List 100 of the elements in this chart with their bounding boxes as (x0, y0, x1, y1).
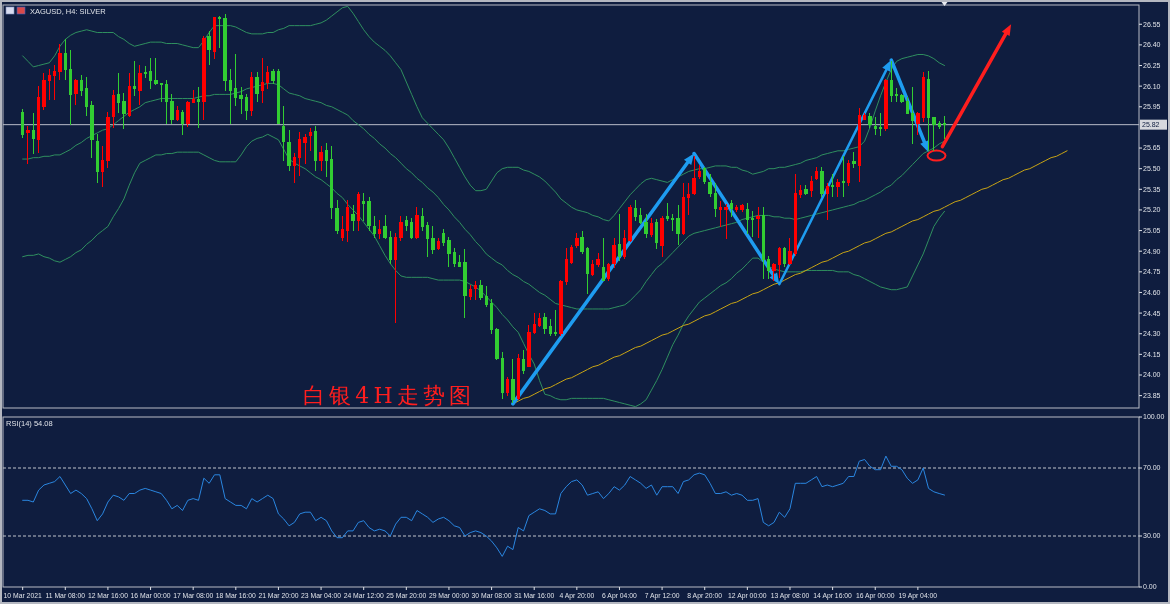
candlestick (772, 263, 776, 281)
candlestick (276, 69, 281, 124)
candlestick (553, 309, 558, 336)
candlestick (884, 78, 888, 131)
candlestick (729, 199, 734, 218)
candlestick (346, 199, 350, 243)
candlestick (287, 129, 291, 171)
candlestick (713, 183, 718, 218)
candlestick (292, 153, 297, 183)
candlestick (617, 213, 622, 262)
candlestick (356, 191, 361, 232)
candlestick (777, 246, 781, 278)
candlestick (319, 146, 323, 171)
candlestick (196, 87, 201, 128)
candlestick (894, 88, 899, 102)
candlestick (415, 206, 419, 240)
candlestick (175, 106, 179, 122)
candlestick (266, 66, 270, 90)
candlestick (804, 184, 808, 196)
candlestick (399, 216, 403, 241)
candlestick (116, 73, 121, 113)
candlestick (569, 245, 574, 265)
candlestick (809, 176, 813, 197)
candlestick (463, 249, 467, 318)
candlestick (820, 166, 824, 197)
candlestick (505, 377, 510, 397)
candlestick (745, 202, 750, 234)
candlestick (79, 74, 83, 97)
candlestick (409, 217, 414, 240)
candlestick (164, 80, 169, 124)
candlestick (36, 85, 41, 153)
candlestick (862, 113, 867, 120)
candlestick (138, 65, 142, 105)
candlestick (148, 58, 153, 90)
candlestick (521, 349, 526, 375)
candlestick (926, 70, 931, 152)
candlestick (388, 231, 393, 265)
candlestick (26, 125, 30, 164)
candlestick (378, 220, 382, 240)
candlestick (180, 110, 185, 135)
candlestick (95, 133, 99, 183)
candlestick (324, 143, 329, 178)
candlestick (468, 285, 472, 300)
candlestick (910, 87, 915, 145)
candlestick (857, 107, 861, 182)
candlestick (58, 44, 62, 80)
candlestick (878, 113, 883, 137)
candlestick (420, 208, 424, 232)
line-series (22, 82, 946, 310)
candlestick (383, 214, 387, 240)
candlestick (143, 66, 147, 79)
candlestick (330, 146, 334, 219)
candlestick (681, 183, 686, 236)
candlestick (106, 111, 110, 168)
candlestick (202, 36, 206, 120)
candlestick (697, 165, 702, 179)
candlestick (111, 89, 115, 128)
candlestick (228, 69, 233, 124)
candlestick (90, 100, 94, 159)
candlestick (31, 113, 35, 155)
candlestick (873, 117, 877, 135)
candlestick (830, 173, 835, 197)
candlestick (708, 173, 712, 197)
candlestick (585, 246, 590, 295)
candlestick (260, 58, 265, 104)
candlestick (537, 312, 542, 328)
candlestick (633, 199, 638, 222)
candlestick (271, 69, 275, 84)
line-series (22, 455, 946, 557)
candlestick (756, 206, 760, 238)
candlestick (846, 159, 851, 186)
candlestick (703, 166, 707, 185)
candlestick (52, 65, 57, 101)
candlestick (814, 166, 819, 181)
candlestick (660, 216, 664, 258)
candlestick (580, 231, 584, 255)
candlestick (404, 216, 408, 232)
candlestick (122, 92, 126, 130)
candlestick (282, 106, 286, 161)
candlestick (63, 38, 67, 80)
candlestick (516, 353, 520, 401)
candlestick (942, 115, 947, 139)
annotation: 白银4H走势图 (303, 383, 471, 408)
candlestick (868, 113, 872, 128)
candlestick (852, 151, 856, 168)
candlestick (782, 246, 787, 267)
candlestick (612, 238, 616, 269)
candlestick (431, 225, 435, 255)
candlestick (207, 30, 211, 65)
candlestick (372, 216, 377, 238)
candlestick (351, 205, 355, 232)
candlestick (340, 216, 345, 241)
candlestick (751, 210, 755, 237)
candlestick (798, 184, 803, 199)
candlestick (601, 238, 606, 281)
candlestick (607, 263, 611, 281)
candlestick (825, 183, 829, 221)
candlestick (649, 217, 654, 237)
candlestick (687, 183, 691, 215)
candlestick (255, 71, 259, 102)
